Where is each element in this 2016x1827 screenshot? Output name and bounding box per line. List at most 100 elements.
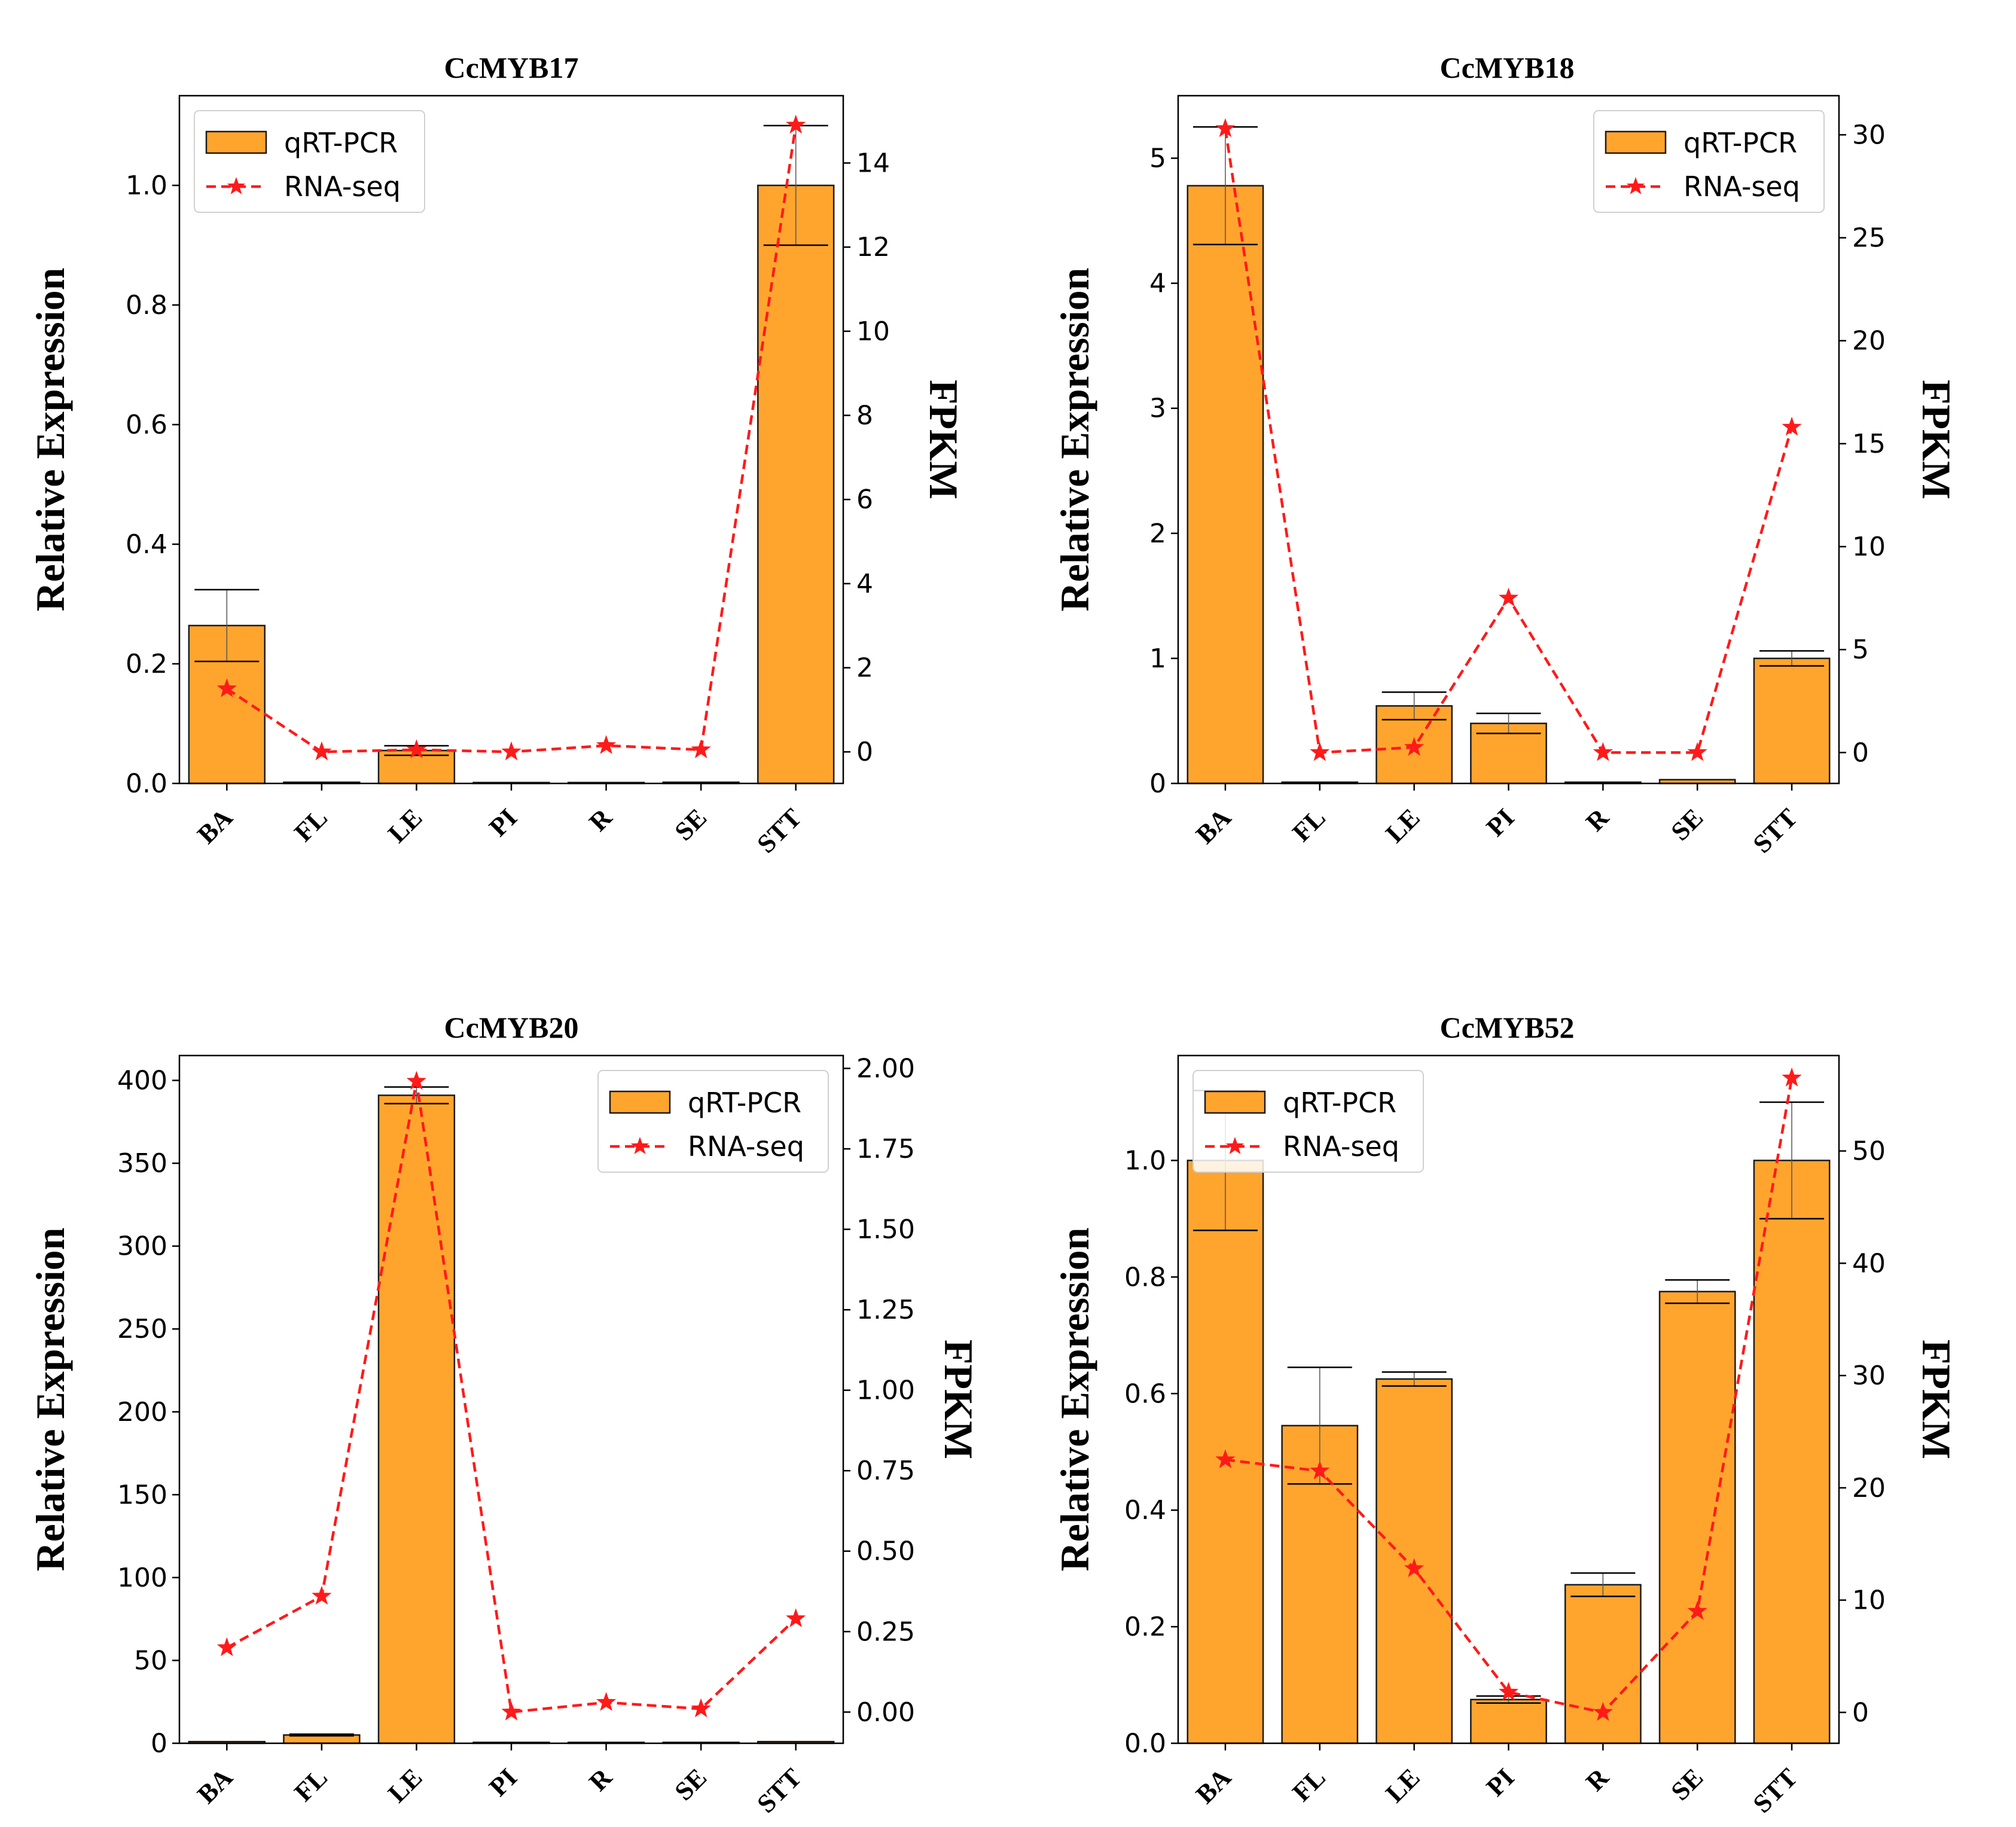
rnaseq-point-SE [1687, 742, 1707, 761]
y-tick-label: 0.8 [126, 290, 167, 321]
y2-tick-label: 0.50 [856, 1536, 915, 1567]
y-tick-label: 5 [1149, 144, 1166, 174]
legend-bar-swatch [1204, 1090, 1266, 1114]
y-tick-label: 0.6 [1124, 1378, 1166, 1409]
x-tick-label-PI: PI [1481, 1762, 1520, 1802]
x-tick-label-STT: STT [751, 803, 807, 858]
bar-STT [757, 184, 835, 785]
y-tick-label: 1.0 [126, 170, 167, 201]
y-tick-label: 350 [117, 1148, 167, 1179]
legend-label-qrtpcr: qRT-PCR [688, 1087, 801, 1119]
y2-tick-label: 10 [1852, 1585, 1886, 1616]
y2-tick-label: 1.75 [856, 1134, 915, 1164]
y2-axis-label: FPKM [936, 1340, 981, 1459]
x-tick-label-PI: PI [483, 803, 523, 842]
y-tick-label: 0 [151, 1728, 167, 1759]
x-tick-label-LE: LE [382, 1762, 428, 1808]
chart-panel-CcMYB18: CcMYB18 0 1 2 3 4 5 0 5 10 15 20 25 30 BA FL LE PI R SE STT R… [1052, 51, 1959, 859]
rnaseq-line [226, 1081, 797, 1714]
y-tick-label: 100 [117, 1563, 167, 1593]
y-tick-label: 0.8 [1124, 1262, 1166, 1292]
y2-tick-label: 10 [856, 316, 890, 347]
y-tick-label: 200 [117, 1397, 167, 1428]
y-tick-label: 0.4 [1124, 1495, 1166, 1526]
x-tick-label-SE: SE [1666, 803, 1709, 846]
legend-star-icon [227, 177, 246, 194]
bar-SE [1658, 1291, 1736, 1744]
y2-tick-label: 40 [1852, 1248, 1886, 1279]
x-tick-label-R: R [584, 1762, 618, 1797]
y2-tick-label: 1.00 [856, 1375, 915, 1406]
x-tick-label-STT: STT [1747, 803, 1803, 858]
rnaseq-point-STT [1782, 1067, 1802, 1087]
y-tick-label: 250 [117, 1314, 167, 1344]
y-tick-label: 1 [1149, 643, 1166, 674]
rnaseq-point-BA [1215, 118, 1236, 138]
error-bar-R [1570, 1572, 1636, 1597]
y2-tick-label: 0.25 [856, 1616, 915, 1647]
y2-tick-label: 5 [1852, 635, 1869, 665]
rnaseq-point-BA [216, 1637, 237, 1657]
bar-BA [1187, 185, 1264, 785]
rnaseq-point-LE [1404, 1558, 1425, 1578]
y-tick-label: 1.0 [1124, 1145, 1166, 1176]
rnaseq-point-PI [1498, 587, 1519, 607]
chart-title: CcMYB52 [1440, 1011, 1575, 1044]
y-tick-label: 0.2 [126, 649, 167, 679]
legend-label-rnaseq: RNA-seq [1683, 170, 1800, 203]
y-tick-label: 0.2 [1124, 1612, 1166, 1642]
chart-title: CcMYB20 [444, 1011, 579, 1044]
x-tick-label-BA: BA [191, 1762, 238, 1809]
rnaseq-line [226, 124, 797, 754]
error-bar-LE [1381, 691, 1447, 721]
error-bar-STT [1759, 650, 1825, 667]
rnaseq-point-FL [312, 741, 332, 761]
y-tick-label: 3 [1149, 394, 1166, 424]
y-tick-label: 0.0 [1124, 1728, 1166, 1759]
x-tick-label-BA: BA [1190, 1762, 1237, 1809]
error-bar-SE [1665, 1279, 1730, 1304]
rnaseq-point-SE [1687, 1600, 1707, 1620]
bar-LE [377, 1094, 456, 1744]
rnaseq-point-BA [216, 678, 237, 697]
y-tick-label: 0.4 [126, 529, 167, 560]
legend-label-rnaseq: RNA-seq [688, 1130, 804, 1163]
rnaseq-point-STT [786, 1608, 806, 1627]
y2-tick-label: 10 [1852, 532, 1886, 562]
bar-STT [1753, 657, 1831, 785]
x-tick-label-LE: LE [1380, 1762, 1426, 1808]
legend-bar-swatch [205, 130, 267, 154]
rnaseq-point-STT [1782, 416, 1802, 436]
chart-panel-CcMYB20: CcMYB20 0 50 100 150 200 250 300 350 400 0.00 0.25 0… [28, 1011, 981, 1819]
x-tick-label-SE: SE [669, 803, 713, 846]
legend-star-icon [1225, 1137, 1245, 1154]
y2-tick-label: 50 [1852, 1136, 1886, 1167]
y-tick-label: 400 [117, 1066, 167, 1096]
y2-tick-label: 0 [856, 737, 873, 767]
x-tick-label-LE: LE [1380, 803, 1426, 848]
rnaseq-point-PI [1498, 1682, 1519, 1701]
legend: qRT-PCR RNA-seq [1593, 110, 1825, 213]
legend: qRT-PCR RNA-seq [1192, 1070, 1424, 1173]
rnaseq-point-R [596, 735, 617, 754]
y2-tick-label: 30 [1852, 120, 1886, 150]
x-tick-label-SE: SE [669, 1762, 713, 1806]
y2-tick-label: 30 [1852, 1361, 1886, 1391]
x-tick-label-R: R [1580, 1762, 1615, 1797]
rnaseq-point-R [596, 1692, 617, 1711]
x-tick-label-FL: FL [289, 803, 333, 847]
y-axis-label: Relative Expression [1052, 268, 1097, 612]
bar-R [1564, 1584, 1642, 1744]
y2-tick-label: 2.00 [856, 1054, 915, 1084]
chart-panel-CcMYB17: CcMYB17 0.0 0.2 0.4 0.6 0.8 1.0 0 2 4 6 8 10 12 14 BA FL… [28, 51, 966, 859]
y2-tick-label: 14 [856, 148, 890, 179]
chart-title: CcMYB18 [1440, 51, 1575, 84]
rnaseq-point-LE [1404, 737, 1425, 756]
legend: qRT-PCR RNA-seq [597, 1070, 829, 1173]
bar-PI [1470, 1698, 1547, 1744]
legend-star-icon [630, 1137, 649, 1154]
y-tick-label: 4 [1149, 269, 1166, 299]
y-tick-label: 300 [117, 1231, 167, 1262]
y2-tick-label: 8 [856, 401, 873, 431]
legend-label-rnaseq: RNA-seq [1283, 1130, 1399, 1163]
